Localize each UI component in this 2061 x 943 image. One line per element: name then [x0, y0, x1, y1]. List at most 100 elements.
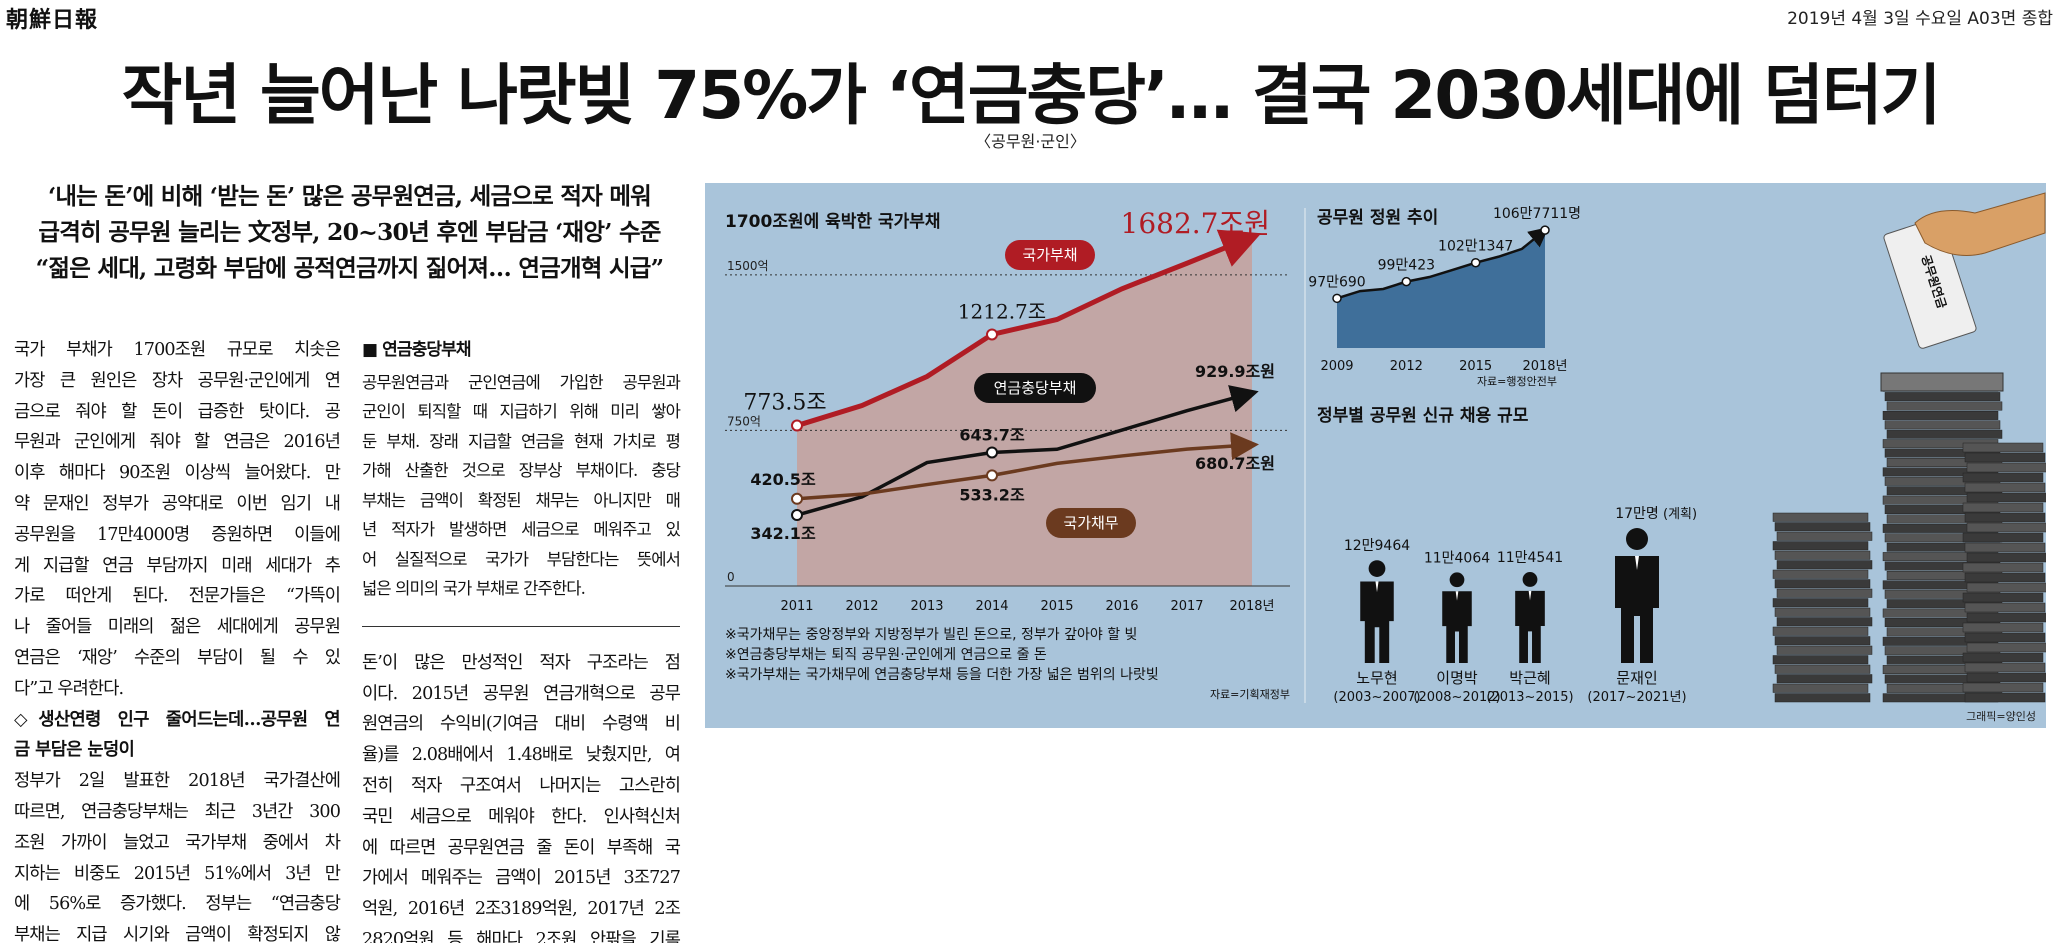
card-stack-layer: [1886, 429, 2003, 439]
data-label: 11만4064: [1424, 550, 1490, 566]
card-stack-layer: [1966, 462, 2046, 473]
data-label: 680.7조원: [1195, 454, 1275, 473]
card-stack-layer: [1772, 626, 1869, 636]
glossary-line: 공무원연금과 군인연금에 가입한 공무원과: [362, 372, 681, 392]
card-stack-layer: [1964, 602, 2046, 613]
card-stack-layer: [1776, 674, 1873, 684]
source-note: 자료=행정안전부: [1477, 375, 1557, 388]
x-tick-label: 2015: [1040, 599, 1073, 614]
body-line: 돈’이 많은 만성적인 적자 구조라는 점: [362, 652, 681, 673]
card-stack-layer: [1964, 632, 2046, 643]
legend-label: 국가부채: [1022, 246, 1077, 264]
category-label: 문재인: [1616, 669, 1657, 687]
body-line: 조원 가까이 늘었고 국가부채 중에서 차: [14, 832, 341, 853]
body-line: 국가 부채가 1700조원 규모로 치솟은: [14, 340, 341, 360]
card-stack-layer: [1962, 442, 2044, 453]
body-line: 따르면, 연금충당부채는 최근 3년간 300: [14, 801, 341, 822]
period-label: (2008~2012): [1413, 690, 1500, 705]
person-head: [1522, 572, 1538, 587]
card-stack-layer: [1966, 552, 2046, 563]
pension-card: [1883, 217, 1977, 349]
body-line: 이후 해마다 90조원 이상씩 늘어왔다. 만: [14, 463, 341, 484]
x-tick-label: 2017: [1170, 599, 1203, 614]
body-line: 억원, 2016년 2조3189억원, 2017년 2조: [362, 899, 681, 920]
card-stack-layer: [1884, 392, 2001, 402]
x-tick-label: 2009: [1320, 359, 1353, 374]
data-label: 929.9조원: [1195, 362, 1275, 381]
card-stack-layer: [1962, 502, 2044, 513]
legend-label: 국가채무: [1063, 514, 1118, 532]
body-line: 지하는 비중도 2015년 51%에서 3년 만: [14, 863, 341, 884]
card-stack-layer: [1966, 582, 2046, 593]
person-body: [1615, 556, 1659, 663]
x-tick-label: 2013: [910, 599, 943, 614]
card-stack-layer: [1964, 542, 2046, 553]
deck-line: “젊은 세대, 고령화 부담에 공적연금까지 짊어져… 연금개혁 시급”: [35, 254, 664, 282]
footnote: ※국가부채는 국가채무에 연금충당부채 등을 더한 가장 넓은 범위의 나랏빚: [725, 667, 1159, 683]
x-tick-label: 2016: [1105, 599, 1138, 614]
legend-label: 연금충당부채: [994, 379, 1077, 397]
glossary-line: 둔 부채. 장래 지급할 연금을 현재 가치로 평: [362, 431, 681, 451]
data-point: [1470, 257, 1481, 268]
x-tick-label: 2015: [1459, 359, 1492, 374]
data-point: [1401, 276, 1412, 287]
person-head: [1368, 560, 1386, 577]
body-line: 무원과 군인에게 줘야 할 연금은 2016년: [14, 432, 341, 453]
glossary-line: 어 실질적으로 국가가 부담한다는 뜻에서: [362, 549, 681, 569]
card-stack-layer: [1962, 472, 2044, 483]
body-line: 에 56%로 증가했다. 정부는 “연금충당: [14, 894, 341, 915]
card-stack-layer: [1774, 664, 1871, 674]
data-label: 773.5조: [743, 391, 826, 416]
card-stack-layer: [1962, 562, 2044, 573]
card-stack-layer: [1772, 569, 1869, 579]
body-line: 에 따르면 공무원연금 줄 돈이 부족해 국: [362, 837, 681, 858]
person-body: [1360, 581, 1394, 663]
footnote: ※연금충당부채는 퇴직 공무원·군인에게 연금으로 줄 돈: [725, 647, 1047, 663]
card-stack-layer: [1774, 693, 1871, 703]
data-point: [1332, 293, 1342, 304]
glossary-line: 군인이 퇴직할 때 지급하기 위해 미리 쌓아: [362, 402, 681, 422]
body-line: 공무원을 17만4000명 증원하면 이들에: [14, 524, 341, 545]
stack-top: [1880, 372, 2004, 392]
card-stack-layer: [1774, 522, 1871, 532]
headline: 작년 늘어난 나랏빚 75%가 ‘연금충당’… 결국 2030세대에 덤터기: [121, 57, 1942, 134]
period-label: (2003~2007): [1333, 690, 1420, 705]
card-stack-layer: [1966, 492, 2046, 503]
data-point: [1540, 225, 1550, 235]
person-icon: [1360, 560, 1394, 663]
chart-title: 1700조원에 육박한 국가부채: [725, 212, 941, 232]
body-line: 약 문재인 정부가 공약대로 이번 임기 내: [14, 493, 341, 514]
card-stack-layer: [1964, 512, 2046, 523]
card-stack-layer: [1772, 541, 1869, 551]
glossary-line: 넓은 의미의 국가 부채로 간주한다.: [362, 579, 586, 599]
card-stack-layer: [1964, 662, 2046, 673]
hand: [1914, 192, 2046, 256]
data-label: 11만4541: [1497, 550, 1563, 566]
body-line: 율)를 2.08배에서 1.48배로 낮췄지만, 여: [362, 745, 681, 766]
glossary-line: 년 적자가 발생하면 세금으로 메워주고 있: [362, 520, 681, 540]
data-label: 12만9464: [1344, 538, 1410, 554]
person-head: [1626, 528, 1648, 550]
period-label: (2013~2015): [1486, 690, 1573, 705]
card-stack-layer: [1964, 482, 2046, 493]
deck-line: 급격히 공무원 늘리는 文정부, 20~30년 후엔 부담금 ‘재앙’ 수준: [38, 218, 661, 246]
card-stack-layer: [1882, 410, 1999, 420]
card-stack-layer: [1772, 598, 1869, 608]
category-label: 이명박: [1436, 669, 1478, 687]
data-label: 17만명: [1615, 506, 1659, 522]
dateline: 2019년 4월 3일 수요일 A03면 종합: [1787, 9, 2053, 29]
card-stack-layer: [1966, 642, 2046, 653]
data-label: 342.1조: [750, 524, 816, 543]
legend-pill: [974, 373, 1096, 403]
card-stack-layer: [1776, 531, 1873, 541]
body-line: 게 지급할 연금 부담까지 미래 세대가 추: [14, 555, 341, 576]
card-stack-layer: [1962, 592, 2044, 603]
footnote: ※국가채무는 중앙정부와 지방정부가 빌린 돈으로, 정부가 갚아야 할 빚: [725, 627, 1137, 643]
x-tick-label: 2014: [975, 599, 1008, 614]
y-tick-label: 750억: [727, 414, 761, 428]
quota-line: [1336, 226, 1549, 300]
card-stack-layer: [1776, 645, 1873, 655]
person-icon: [1615, 528, 1659, 663]
chart-title: 공무원 정원 추이: [1317, 208, 1438, 228]
